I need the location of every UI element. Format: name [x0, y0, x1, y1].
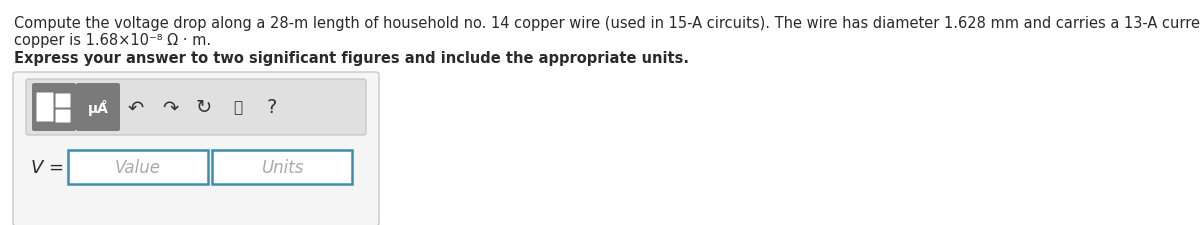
- FancyBboxPatch shape: [26, 80, 366, 135]
- Text: μÅ: μÅ: [88, 99, 108, 115]
- FancyBboxPatch shape: [13, 73, 379, 225]
- Text: copper is 1.68×10⁻⁸ Ω · m.: copper is 1.68×10⁻⁸ Ω · m.: [14, 33, 211, 48]
- FancyBboxPatch shape: [55, 94, 71, 108]
- Text: ↶: ↶: [128, 98, 144, 117]
- FancyBboxPatch shape: [68, 150, 208, 184]
- FancyBboxPatch shape: [55, 110, 71, 123]
- Text: ⎉: ⎉: [234, 100, 242, 115]
- Text: ↷: ↷: [162, 98, 178, 117]
- Text: Express your answer to two significant figures and include the appropriate units: Express your answer to two significant f…: [14, 51, 689, 66]
- FancyBboxPatch shape: [32, 84, 76, 131]
- Text: $V$ =: $V$ =: [30, 158, 64, 176]
- FancyBboxPatch shape: [212, 150, 352, 184]
- FancyBboxPatch shape: [77, 84, 120, 131]
- Text: ?: ?: [266, 98, 277, 117]
- Text: Value: Value: [115, 158, 161, 176]
- Text: Compute the voltage drop along a 28-m length of household no. 14 copper wire (us: Compute the voltage drop along a 28-m le…: [14, 16, 1200, 31]
- Text: ↻: ↻: [196, 98, 212, 117]
- FancyBboxPatch shape: [36, 93, 54, 122]
- Text: Units: Units: [260, 158, 304, 176]
